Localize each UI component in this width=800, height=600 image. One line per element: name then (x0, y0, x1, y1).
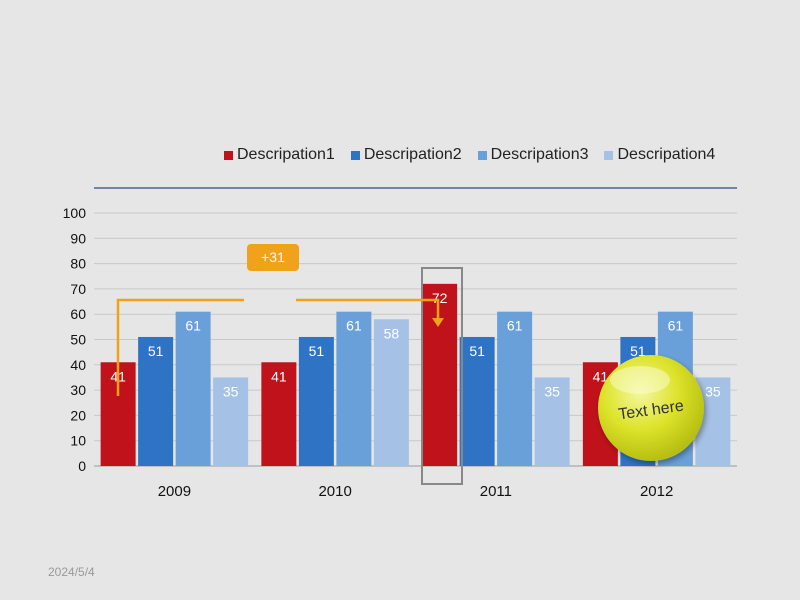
bar-value-label: 41 (593, 368, 609, 384)
bar (497, 311, 533, 466)
bar-value-label: 61 (185, 318, 201, 334)
legend-item-3: Descripation3 (477, 146, 589, 164)
bar-value-label: 35 (705, 383, 721, 399)
y-tick-label: 100 (63, 205, 87, 221)
bar (534, 377, 570, 466)
delta-badge: +31 (247, 244, 299, 271)
bar (298, 336, 334, 466)
bar-value-label: 61 (507, 318, 523, 334)
y-tick-label: 70 (70, 281, 86, 297)
bar (422, 283, 458, 466)
legend-swatch-1 (224, 150, 233, 160)
y-tick-label: 30 (70, 382, 86, 398)
highlight-frame (421, 267, 463, 485)
bar (175, 311, 211, 466)
legend-label-3: Descripation3 (490, 146, 589, 163)
bar-value-label: 51 (148, 343, 164, 359)
growth-arrowhead (432, 318, 444, 327)
bar-value-label: 35 (544, 383, 560, 399)
bar-value-label: 35 (223, 383, 239, 399)
bar (213, 377, 249, 466)
growth-arrow (116, 298, 440, 396)
y-tick-label: 20 (70, 407, 86, 423)
legend-label-4: Descripation4 (617, 146, 716, 163)
bar-value-label: 51 (630, 343, 646, 359)
y-tick-label: 90 (70, 230, 86, 246)
bar-value-label: 61 (668, 318, 684, 334)
bar (336, 311, 372, 466)
bar-value-label: 61 (346, 318, 362, 334)
y-tick-label: 50 (70, 332, 86, 348)
chart-legend: Descripation1 Descripation2 Descripation… (224, 146, 715, 164)
y-tick-label: 0 (78, 458, 86, 474)
legend-label-2: Descripation2 (363, 146, 462, 163)
x-tick-label: 2010 (318, 483, 351, 500)
bar (138, 336, 174, 466)
bar (261, 362, 297, 466)
x-tick-label: 2011 (480, 483, 512, 500)
legend-label-1: Descripation1 (237, 146, 335, 163)
y-tick-label: 80 (70, 256, 86, 272)
legend-swatch-3 (477, 150, 487, 160)
legend-item-4: Descripation4 (604, 146, 715, 164)
y-tick-label: 40 (70, 357, 86, 373)
x-tick-label: 2009 (158, 483, 191, 500)
legend-swatch-4 (604, 150, 614, 160)
legend-swatch-2 (350, 150, 360, 160)
footer-date: 2024/5/4 (48, 565, 95, 579)
x-tick-label: 2012 (640, 483, 673, 500)
y-tick-label: 10 (70, 433, 86, 449)
bar-value-label: 41 (271, 368, 287, 384)
bar-value-label: 58 (384, 325, 400, 341)
bar-value-label: 51 (309, 343, 325, 359)
bar-value-label: 72 (432, 290, 448, 306)
bar (459, 336, 495, 466)
legend-item-1: Descripation1 (224, 146, 335, 164)
delta-badge-label: +31 (261, 249, 285, 265)
callout-ball: Text here (598, 355, 704, 461)
y-tick-label: 60 (70, 306, 86, 322)
legend-item-2: Descripation2 (350, 146, 462, 164)
bar (373, 319, 409, 466)
bar-value-label: 51 (469, 343, 485, 359)
